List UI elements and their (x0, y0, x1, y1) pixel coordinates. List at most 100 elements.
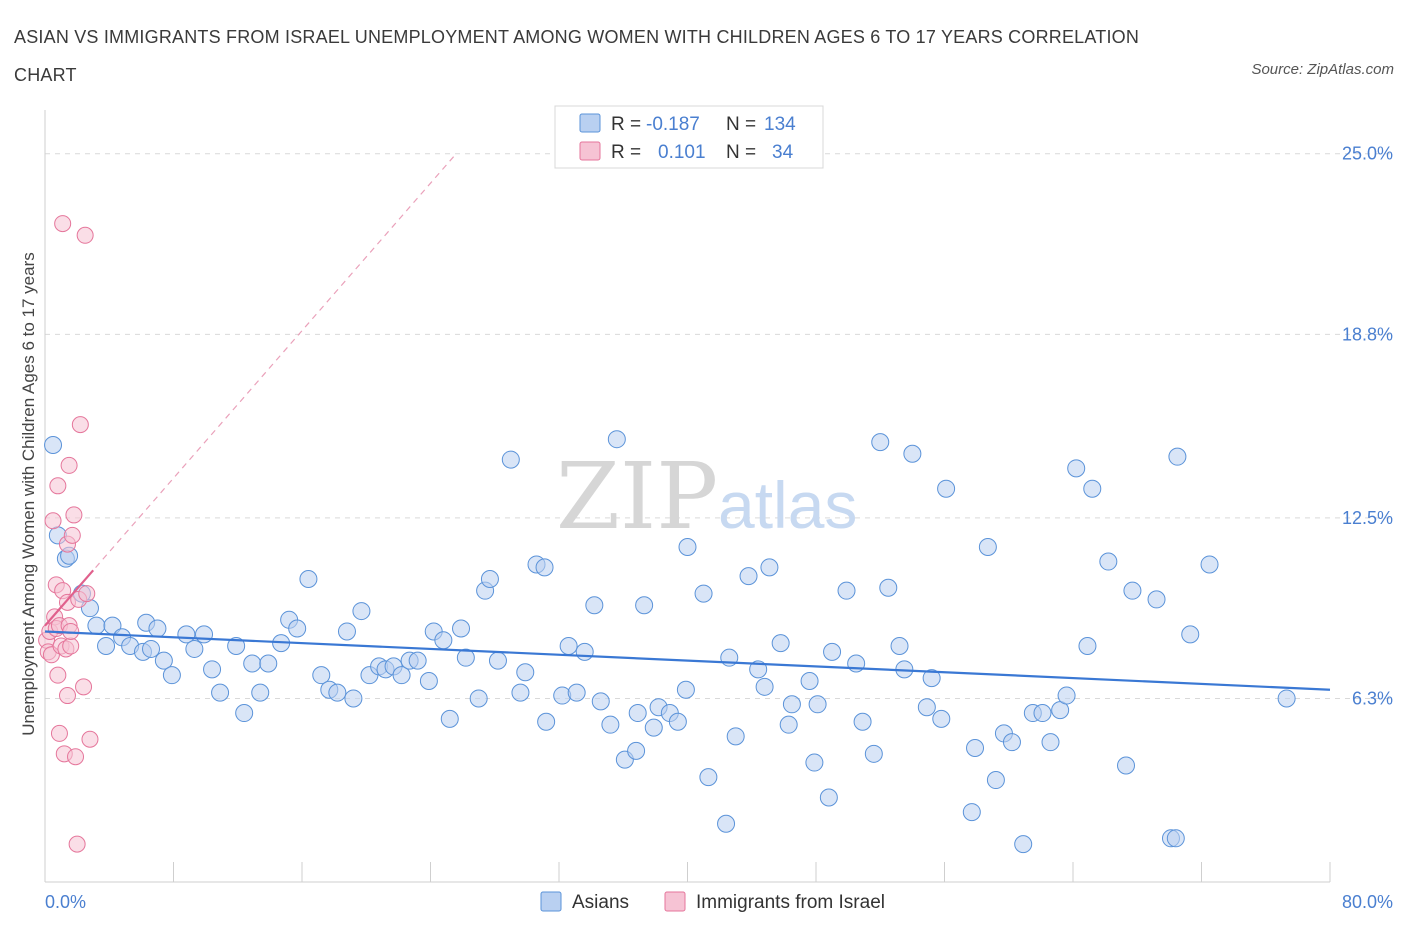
asians-point (1014, 835, 1033, 854)
bottom-legend-israel: Immigrants from Israel (696, 892, 885, 913)
y-tick-label: 12.5% (1342, 508, 1393, 528)
asians-point (853, 712, 872, 731)
asians-point (903, 444, 922, 463)
asians-point (328, 683, 347, 702)
y-axis-label: Unemployment Among Women with Children A… (19, 252, 38, 736)
asians-point (1117, 756, 1136, 775)
asians-point (668, 712, 687, 731)
asians-point (456, 648, 475, 667)
watermark: ZIP atlas (556, 443, 857, 550)
asians-point (288, 619, 307, 638)
asians-point (1002, 733, 1021, 752)
legend-asians-n-label: N = (726, 114, 756, 135)
asians-point (511, 683, 530, 702)
israel-point (81, 730, 99, 748)
asians-point (966, 738, 985, 757)
asians-point (469, 689, 488, 708)
asians-point (871, 433, 890, 452)
trend-lines (44, 153, 1331, 691)
watermark-zip: ZIP (556, 443, 718, 550)
asians-point (344, 689, 363, 708)
asians-point (203, 660, 222, 679)
israel-point (58, 687, 76, 705)
asians-point (537, 712, 556, 731)
asians-point (591, 692, 610, 711)
asians-point (676, 680, 695, 699)
asians-point (227, 637, 246, 656)
legend-swatch-asians (579, 113, 601, 133)
chart-title: ASIAN VS IMMIGRANTS FROM ISRAEL UNEMPLOY… (14, 27, 1140, 85)
legend-swatch-israel (579, 141, 601, 161)
israel-point (71, 416, 89, 434)
asians-point (601, 715, 620, 734)
asians-point (726, 727, 745, 746)
asians-point (823, 642, 842, 661)
y-tick-label: 18.8% (1342, 324, 1393, 344)
asians-point (1083, 479, 1102, 498)
asians-point (771, 634, 790, 653)
asians-point (986, 771, 1005, 790)
asians-point (251, 683, 270, 702)
legend: R = -0.187 N = 134 R = 0.101 N = 34 (554, 105, 824, 169)
y-tick-labels: 6.3% 12.5% 18.8% 25.0% (1342, 144, 1393, 709)
israel-point (63, 526, 81, 544)
asians-point (937, 479, 956, 498)
asians-point (808, 695, 827, 714)
asians-point (635, 596, 654, 615)
israel-point (76, 226, 94, 244)
israel-point (78, 585, 96, 603)
x-tick-labels: 0.0% 80.0% (45, 892, 1393, 912)
asians-point (299, 570, 318, 589)
asians-point (879, 578, 898, 597)
x-tick-label-min: 0.0% (45, 892, 86, 912)
asians-point (917, 698, 936, 717)
y-tick-label: 6.3% (1352, 688, 1393, 708)
asians-point (962, 803, 981, 822)
asians-point (627, 741, 646, 760)
trend-line-israel-extended (44, 153, 457, 627)
series-israel-points (38, 215, 99, 853)
legend-israel-r-label: R = (611, 142, 641, 163)
asians-point (567, 683, 586, 702)
asians-point (1166, 829, 1185, 848)
asians-point (628, 704, 647, 723)
israel-point (67, 748, 85, 766)
israel-point (54, 215, 72, 233)
asians-point (1181, 625, 1200, 644)
asians-point (1168, 447, 1187, 466)
asians-point (195, 625, 214, 644)
israel-point (60, 456, 78, 474)
asians-point (864, 744, 883, 763)
asians-point (805, 753, 824, 772)
asians-point (185, 639, 204, 658)
x-tick-label-max: 80.0% (1342, 892, 1393, 912)
asians-point (243, 654, 262, 673)
asians-point (211, 683, 230, 702)
bottom-legend-swatch-israel (664, 891, 686, 912)
asians-point (148, 619, 167, 638)
asians-point (978, 537, 997, 556)
asians-point (259, 654, 278, 673)
asians-point (678, 537, 697, 556)
asians-point (755, 677, 774, 696)
series-asians-points (44, 430, 1296, 854)
asians-point (922, 669, 941, 688)
asians-point (452, 619, 471, 638)
axes (44, 110, 1331, 883)
israel-point (68, 835, 86, 853)
asians-point (1147, 590, 1166, 609)
asians-point (644, 718, 663, 737)
israel-point (49, 477, 67, 495)
asians-point (607, 430, 626, 449)
y-tick-label: 25.0% (1342, 144, 1393, 164)
israel-point (75, 678, 93, 696)
source-credit: Source: ZipAtlas.com (1251, 61, 1394, 78)
legend-israel-r-value: 0.101 (658, 142, 706, 163)
asians-point (516, 663, 535, 682)
gridlines (45, 153, 1395, 699)
asians-point (800, 671, 819, 690)
asians-point (559, 637, 578, 656)
asians-point (575, 642, 594, 661)
asians-point (1067, 459, 1086, 478)
